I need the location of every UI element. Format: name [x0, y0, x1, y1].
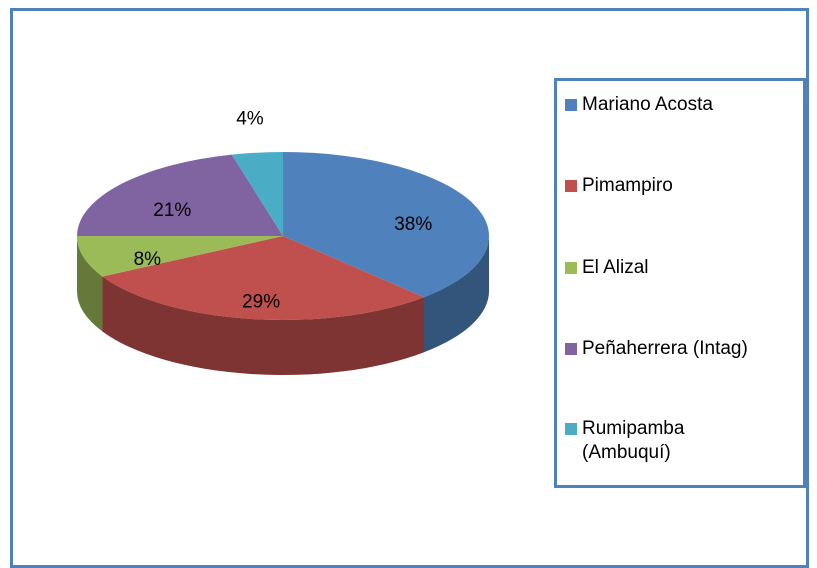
slice: [77, 236, 283, 277]
legend-item: Mariano Acosta: [565, 93, 713, 117]
legend-swatch: [565, 180, 577, 192]
slice: [231, 152, 283, 236]
side-shade: [102, 276, 425, 375]
data-label: 21%: [153, 200, 191, 221]
legend-item: El Alizal: [565, 256, 649, 280]
legend: Mariano Acosta Pimampiro El Alizal Peñaherr…: [554, 78, 806, 488]
legend-label: Rumipamba (Ambuquí): [582, 418, 685, 463]
slice-side: [77, 236, 103, 332]
legend-label: Mariano Acosta: [582, 94, 713, 115]
data-label: 4%: [236, 108, 264, 129]
legend-label: Peñaherrera (Intag): [582, 338, 748, 359]
legend-item: Pimampiro: [565, 174, 673, 198]
side-shade: [77, 236, 103, 332]
data-label: 38%: [394, 214, 432, 235]
legend-swatch: [565, 423, 577, 435]
side-shade: [424, 236, 489, 353]
legend-swatch: [565, 262, 577, 274]
slice: [77, 154, 283, 236]
slice-side: [424, 236, 489, 353]
slice: [283, 152, 489, 298]
slice: [102, 236, 425, 320]
legend-item: Rumipamba (Ambuquí): [565, 417, 767, 465]
legend-swatch: [565, 99, 577, 111]
legend-label: Pimampiro: [582, 175, 673, 196]
page: {"chart_data": {"type": "pie", "categori…: [10, 8, 809, 568]
legend-swatch: [565, 343, 577, 355]
legend-label: El Alizal: [582, 257, 649, 278]
data-label: 29%: [242, 291, 280, 312]
legend-item: Peñaherrera (Intag): [565, 337, 748, 361]
chart: 38% 29% 8% 21% 4%: [77, 108, 489, 375]
data-label: 8%: [134, 249, 162, 270]
slice-side: [102, 276, 425, 375]
